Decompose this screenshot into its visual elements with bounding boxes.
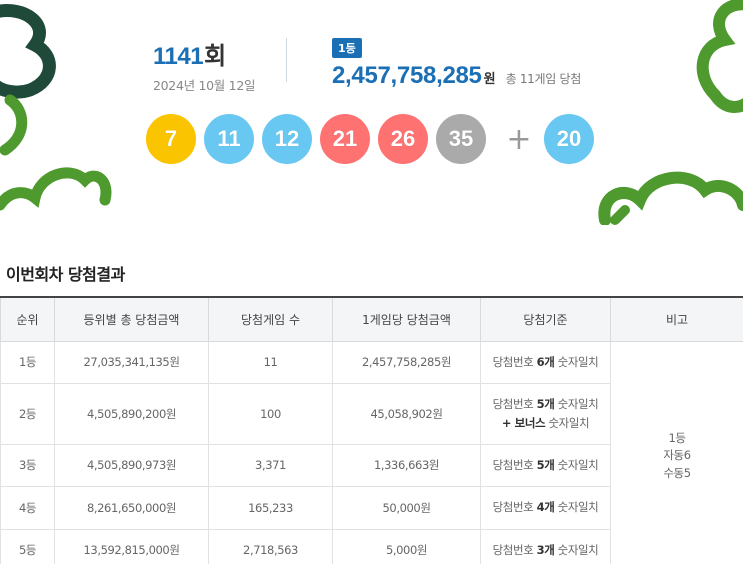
cell-rank: 3등 [0,443,55,487]
cell-per-game-prize: 5,000원 [332,528,481,564]
cell-rank: 1등 [0,340,55,384]
criteria-text: 숫자일치 [554,396,599,411]
header-note: 비고 [610,296,743,342]
cell-winner-games: 100 [208,382,333,445]
rank-badge: 1등 [332,38,362,58]
draw-info: 1141회 2024년 10월 12일 [153,36,283,94]
header-rank: 순위 [0,296,55,342]
lotto-ball: 11 [204,114,254,164]
cell-criteria: 당첨번호 5개 숫자일치 + 보너스 숫자일치 [480,382,611,445]
cell-winner-games: 2,718,563 [208,528,333,564]
clover-decoration-icon [0,4,56,156]
criteria-text: 당첨번호 [492,354,537,369]
results-table: 순위 등위별 총 당첨금액 당첨게임 수 1게임당 당첨금액 당첨기준 비고 1… [0,296,743,564]
cell-criteria: 당첨번호 6개 숫자일치 [480,340,611,384]
cell-winner-games: 3,371 [208,443,333,487]
draw-number-value: 1141 [153,43,204,70]
cell-note: 1등 자동6 수동5 [610,340,743,564]
cell-per-game-prize: 45,058,902원 [332,382,481,445]
cell-winner-games: 11 [208,340,333,384]
section-title: 이번회차 당첨결과 [6,265,125,284]
first-prize-info: 1등 2,457,758,285 원 총 11게임 당첨 [332,37,632,90]
table-row: 2등 4,505,890,200원 100 45,058,902원 당첨번호 5… [0,382,743,445]
cell-rank: 2등 [0,382,55,445]
criteria-text: 당첨번호 [492,500,537,515]
draw-number: 1141회 [153,36,283,71]
criteria-text: 숫자일치 [554,500,599,515]
criteria-text: 당첨번호 [492,457,537,472]
criteria-count: 3개 [536,542,555,557]
winning-numbers: 7 11 12 21 26 35 + 20 [146,114,602,164]
clover-decoration-right-icon [696,0,743,113]
draw-number-suffix: 회 [204,43,226,70]
header-total-prize: 등위별 총 당첨금액 [54,296,209,342]
criteria-text: 숫자일치 [545,415,590,430]
note-rank: 1등 [668,431,686,446]
lotto-ball: 21 [320,114,370,164]
criteria-text: 숫자일치 [554,354,599,369]
header-criteria: 당첨기준 [480,296,611,342]
bonus-ball: 20 [544,114,594,164]
first-prize-winner-count: 총 11게임 당첨 [505,72,582,86]
criteria-bonus: + 보너스 [501,415,546,430]
lotto-ball: 35 [436,114,486,164]
lotto-ball: 26 [378,114,428,164]
header-per-game-prize: 1게임당 당첨금액 [332,296,481,342]
cell-total-prize: 8,261,650,000원 [54,485,209,530]
note-manual: 수동5 [663,465,691,480]
cell-per-game-prize: 2,457,758,285원 [332,340,481,384]
criteria-count: 4개 [536,500,555,515]
lotto-ball: 12 [262,114,312,164]
criteria-text: 숫자일치 [554,457,599,472]
table-row: 1등 27,035,341,135원 11 2,457,758,285원 당첨번… [0,340,743,564]
cell-total-prize: 13,592,815,000원 [54,528,209,564]
criteria-count: 5개 [536,396,555,411]
note-auto: 자동6 [663,448,691,463]
first-prize-amount: 2,457,758,285 [332,62,482,89]
header-divider [286,38,287,82]
criteria-count: 5개 [536,457,555,472]
cell-criteria: 당첨번호 4개 숫자일치 [480,485,611,530]
cell-criteria: 당첨번호 5개 숫자일치 [480,443,611,487]
cell-rank: 4등 [0,485,55,530]
cell-rank: 5등 [0,528,55,564]
criteria-text: 숫자일치 [554,542,599,557]
first-prize-unit: 원 [483,72,496,87]
table-header-row: 순위 등위별 총 당첨금액 당첨게임 수 1게임당 당첨금액 당첨기준 비고 [0,296,743,342]
criteria-text: 당첨번호 [492,396,537,411]
lotto-ball: 7 [146,114,196,164]
header-winner-games: 당첨게임 수 [208,296,333,342]
cell-criteria: 당첨번호 3개 숫자일치 [480,528,611,564]
clover-leaf-right-icon [598,171,743,225]
table-row: 5등 13,592,815,000원 2,718,563 5,000원 당첨번호… [0,528,743,564]
cell-total-prize: 4,505,890,973원 [54,443,209,487]
plus-icon: + [506,121,532,157]
cell-total-prize: 27,035,341,135원 [54,340,209,384]
cell-total-prize: 4,505,890,200원 [54,382,209,445]
cell-per-game-prize: 50,000원 [332,485,481,530]
draw-date: 2024년 10월 12일 [153,78,256,93]
criteria-text: 당첨번호 [492,542,537,557]
table-row: 3등 4,505,890,973원 3,371 1,336,663원 당첨번호 … [0,443,743,487]
cell-per-game-prize: 1,336,663원 [332,443,481,487]
criteria-count: 6개 [536,354,555,369]
cell-winner-games: 165,233 [208,485,333,530]
clover-leaf-icon [0,167,112,211]
